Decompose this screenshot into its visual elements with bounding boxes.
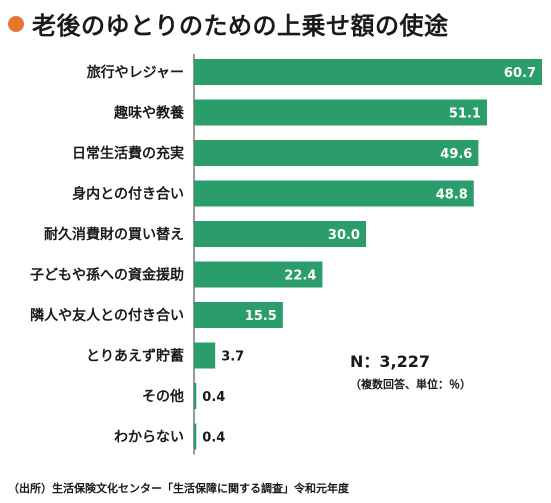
category-label: 耐久消費財の買い替え <box>44 226 184 243</box>
category-label: 趣味や教養 <box>113 105 184 122</box>
chart-title: 老後のゆとりのための上乗せ額の使途 <box>32 12 449 40</box>
bar <box>194 342 216 369</box>
category-label: 身内との付き合い <box>72 186 184 203</box>
chart-title-row: 老後のゆとりのための上乗せ額の使途 <box>8 6 449 41</box>
value-label: 60.7 <box>504 66 536 81</box>
sample-size-note: N：3,227 <box>350 352 431 371</box>
bar <box>194 99 487 126</box>
category-label: 隣人や友人との付き合い <box>30 307 184 324</box>
value-label: 51.1 <box>449 107 481 122</box>
value-label: 48.8 <box>436 188 468 203</box>
bar <box>194 261 323 288</box>
bar <box>194 59 542 85</box>
bar <box>194 302 283 328</box>
bar <box>194 423 197 450</box>
bar <box>194 180 474 207</box>
category-label: 日常生活費の充実 <box>72 145 184 162</box>
value-label: 49.6 <box>440 147 472 162</box>
value-label: 30.0 <box>328 228 360 243</box>
unit-note: （複数回答、単位：％） <box>350 378 471 391</box>
category-label: とりあえず貯蓄 <box>86 348 184 365</box>
value-label: 15.5 <box>245 309 277 324</box>
value-label: 0.4 <box>202 431 225 446</box>
bar <box>194 140 479 166</box>
bar <box>194 383 197 409</box>
value-label: 0.4 <box>202 390 225 405</box>
orange-dot-icon <box>8 15 24 32</box>
source-note: （出所）生活保険文化センター「生活保障に関する調査」令和元年度 <box>8 482 349 495</box>
bar <box>194 221 366 247</box>
category-label: 子どもや孫への資金援助 <box>30 267 184 284</box>
value-label: 3.7 <box>221 350 244 365</box>
value-label: 22.4 <box>284 269 316 284</box>
category-label: 旅行やレジャー <box>87 64 184 81</box>
category-label: わからない <box>114 430 184 446</box>
category-label: その他 <box>142 388 184 405</box>
